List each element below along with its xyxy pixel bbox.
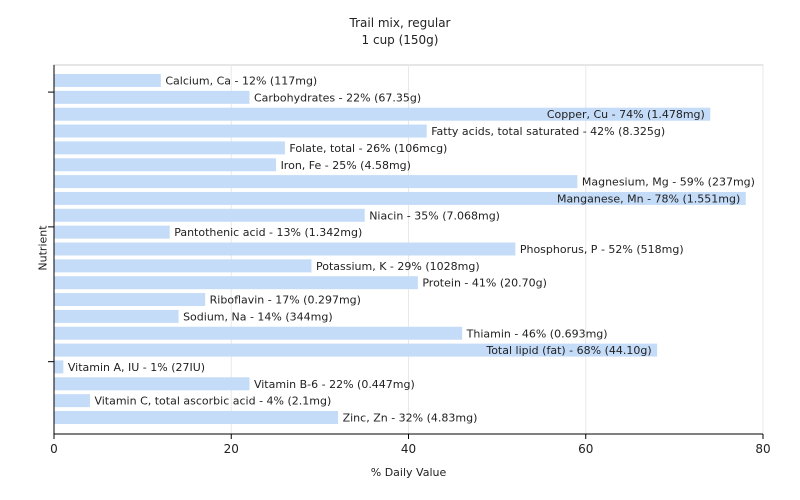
bar-label: Riboflavin - 17% (0.297mg) (210, 294, 361, 307)
bar (54, 259, 312, 273)
bar (54, 141, 285, 155)
bar (54, 394, 90, 408)
bar (54, 191, 746, 205)
bar (54, 74, 161, 87)
bar-label: Zinc, Zn - 32% (4.83mg) (343, 412, 478, 425)
bar (54, 326, 463, 340)
bar-label: Pantothenic acid - 13% (1.342mg) (174, 226, 362, 239)
bar (54, 90, 250, 104)
bar-label: Fatty acids, total saturated - 42% (8.32… (431, 125, 665, 138)
bar-label: Phosphorus, P - 52% (518mg) (520, 243, 684, 256)
x-tick-label: 0 (50, 442, 58, 456)
bar-label: Vitamin B-6 - 22% (0.447mg) (254, 378, 415, 391)
bar (54, 225, 170, 239)
y-axis-label: Nutrient (36, 225, 50, 271)
bar-label: Thiamin - 46% (0.693mg) (466, 327, 608, 340)
bar-label: Sodium, Na - 14% (344mg) (183, 310, 333, 323)
bars (54, 74, 746, 424)
bar (54, 158, 277, 172)
bar (54, 124, 427, 138)
bar (54, 293, 206, 307)
bar-label: Calcium, Ca - 12% (117mg) (165, 75, 317, 88)
bar (54, 377, 250, 391)
bar (54, 309, 179, 323)
bar-label: Magnesium, Mg - 59% (237mg) (582, 176, 755, 189)
bar (54, 411, 339, 424)
chart-title: Trail mix, regular (349, 16, 451, 30)
bar (54, 360, 64, 374)
bar-label: Manganese, Mn - 78% (1.551mg) (557, 192, 740, 205)
x-tick-label: 40 (401, 442, 416, 456)
bar (54, 343, 658, 357)
bar-label: Vitamin C, total ascorbic acid - 4% (2.1… (94, 395, 331, 408)
bar-label: Total lipid (fat) - 68% (44.10g) (485, 344, 651, 357)
bar-labels: Calcium, Ca - 12% (117mg) Carbohydrates -… (68, 75, 755, 425)
x-tick-label: 60 (578, 442, 593, 456)
bar-label: Niacin - 35% (7.068mg) (369, 209, 500, 222)
bar-label: Potassium, K - 29% (1028mg) (316, 260, 480, 273)
x-axis-ticks: 0 20 40 60 80 (50, 434, 771, 456)
bar (54, 107, 711, 121)
bar-label: Folate, total - 26% (106mcg) (289, 142, 447, 155)
bar-label: Copper, Cu - 74% (1.478mg) (547, 108, 705, 121)
x-tick-label: 20 (224, 442, 239, 456)
bar-label: Vitamin A, IU - 1% (27IU) (68, 361, 205, 374)
bar (54, 175, 578, 189)
bar (54, 276, 418, 290)
bar (54, 242, 516, 256)
bar-label: Protein - 41% (20.70g) (422, 277, 547, 290)
bar-label: Iron, Fe - 25% (4.58mg) (281, 159, 411, 172)
bar-label: Carbohydrates - 22% (67.35g) (254, 91, 421, 104)
x-tick-label: 80 (755, 442, 770, 456)
x-axis-label: % Daily Value (370, 466, 447, 479)
chart-subtitle: 1 cup (150g) (361, 33, 439, 47)
bar (54, 208, 365, 222)
